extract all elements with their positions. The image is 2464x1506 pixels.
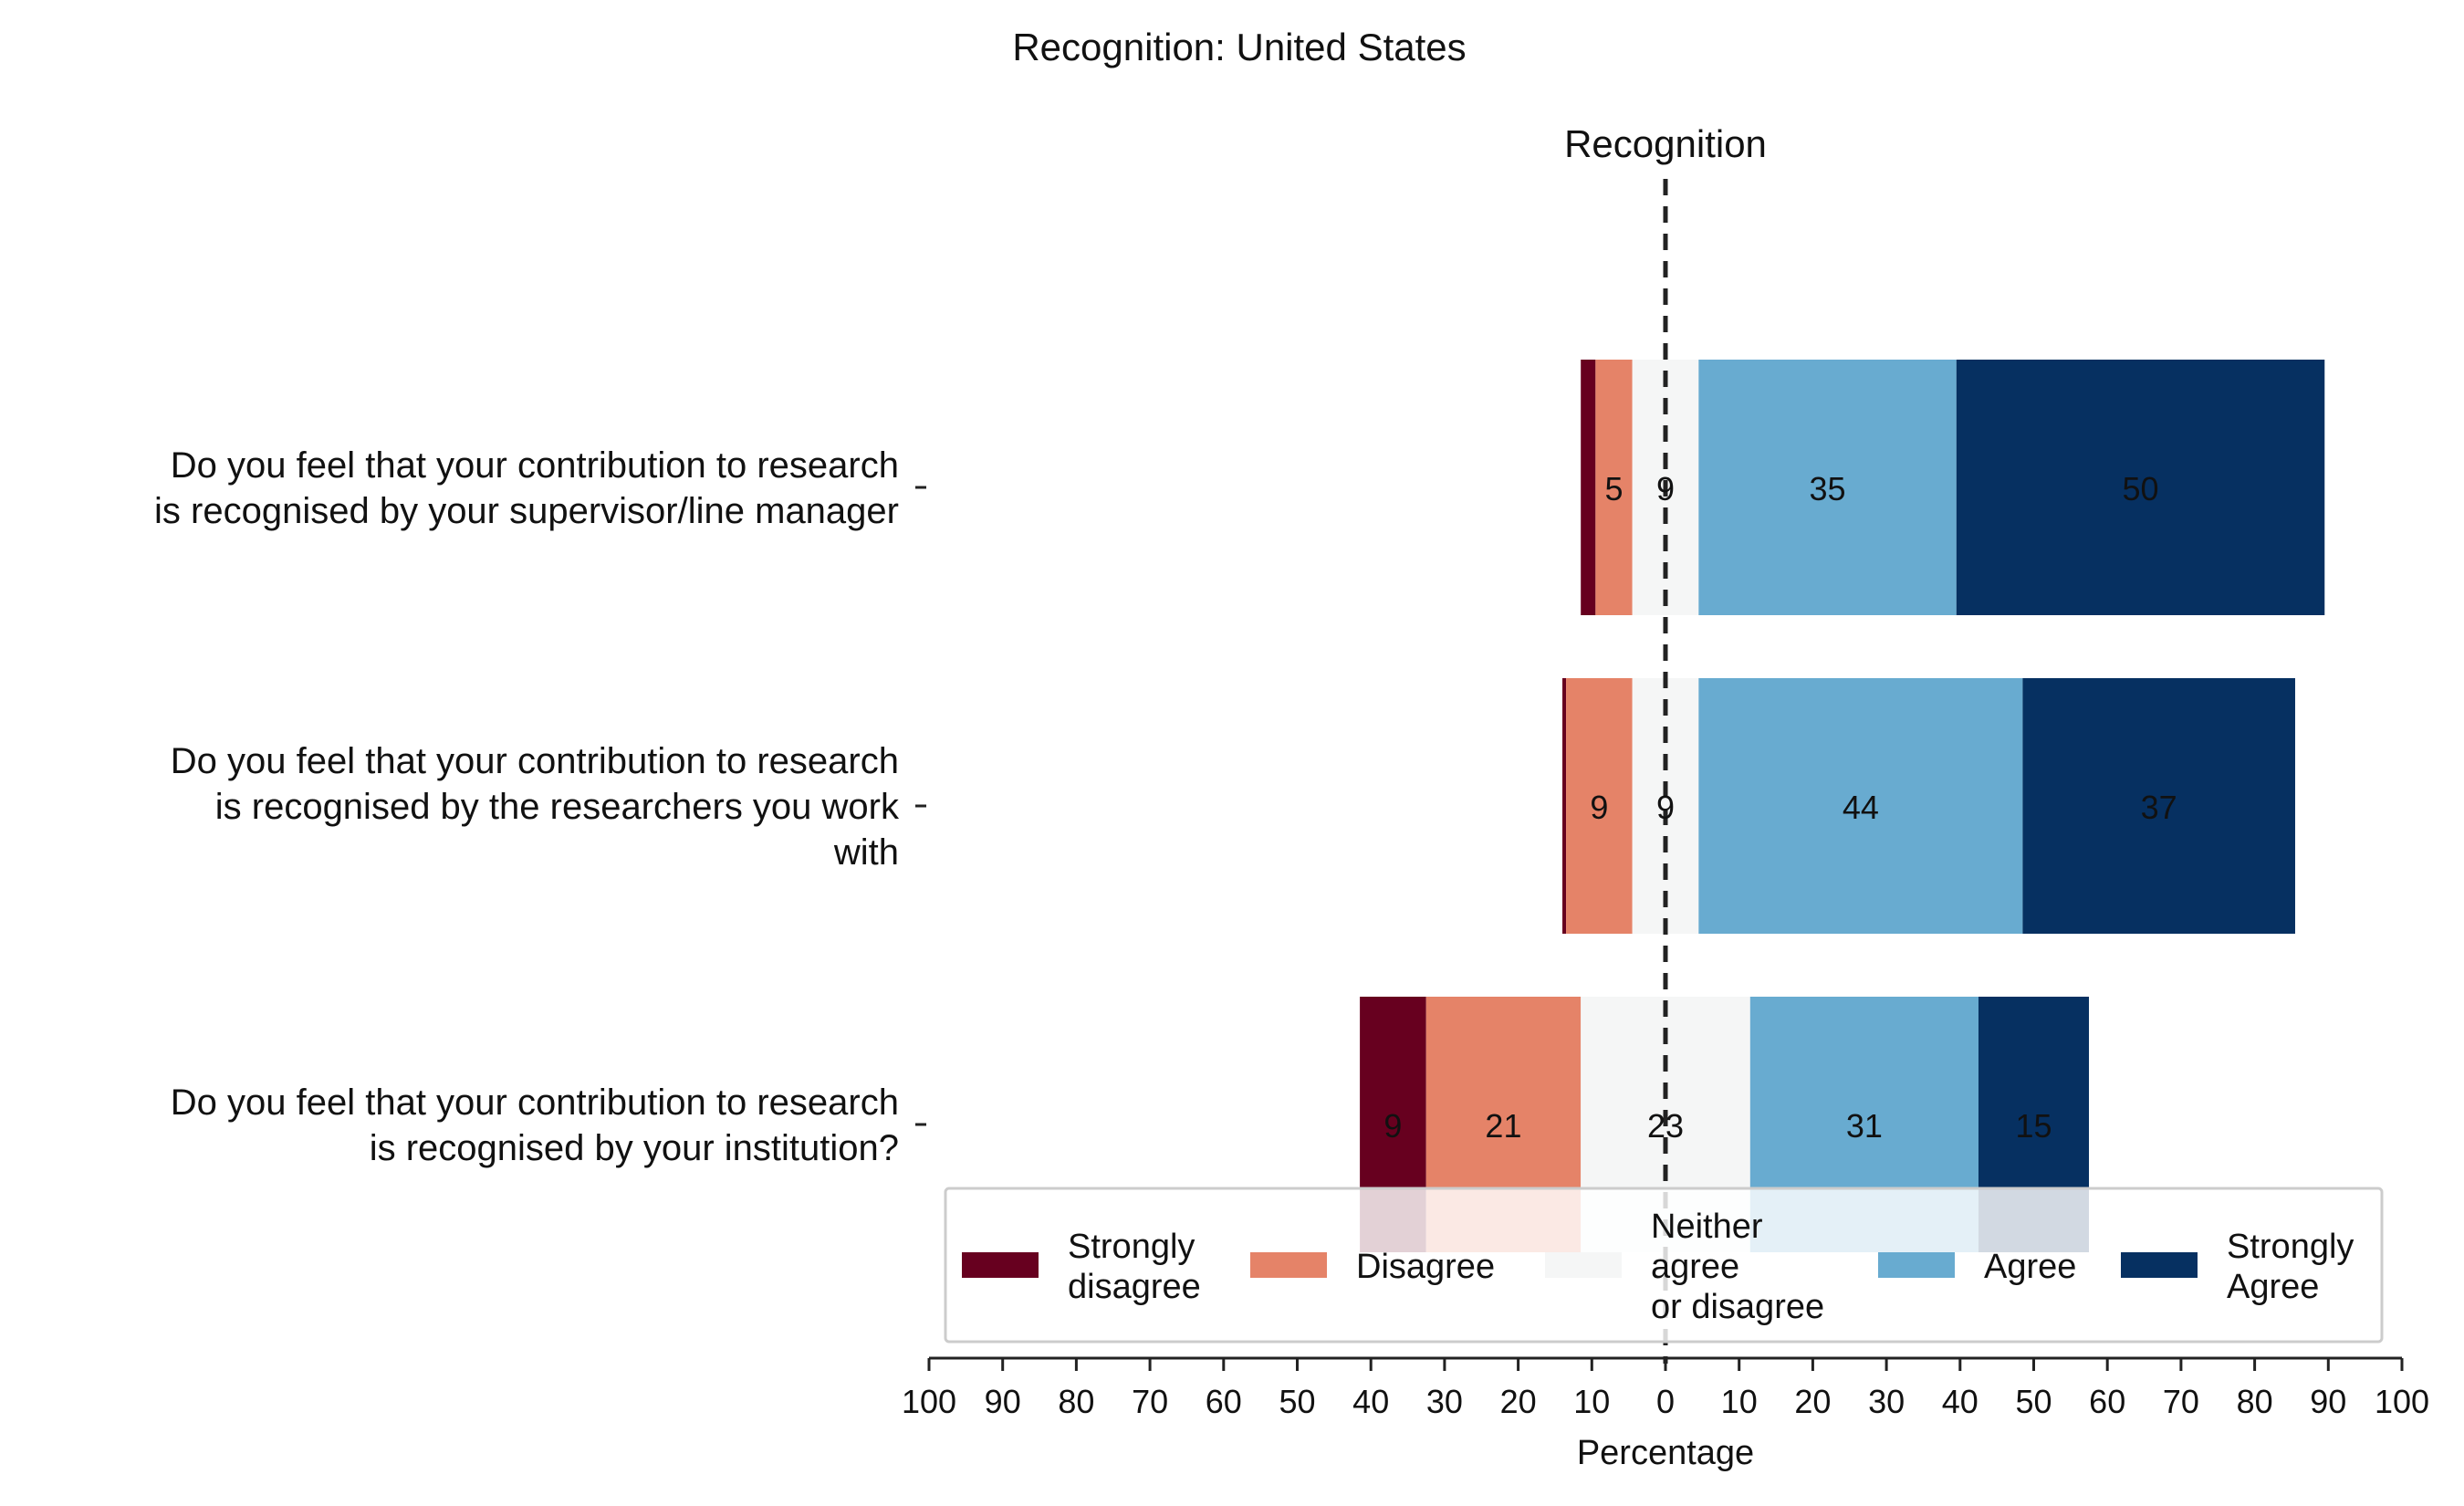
legend-label: or disagree: [1651, 1288, 1824, 1326]
category-labels: Do you feel that your contribution to re…: [154, 445, 926, 1168]
legend-swatch: [1878, 1252, 1955, 1278]
legend-label: Strongly: [1068, 1228, 1195, 1266]
x-tick-label: 40: [1942, 1383, 1979, 1420]
legend-label: agree: [1651, 1248, 1739, 1286]
legend-swatch: [1250, 1252, 1327, 1278]
x-tick-label: 70: [2163, 1383, 2199, 1420]
chart-title: Recognition: United States: [1012, 26, 1466, 68]
category-label: with: [833, 832, 899, 873]
legend-label: Agree: [1984, 1248, 2076, 1286]
bar-segment: [2022, 678, 2295, 934]
bar-value-label: 21: [1485, 1107, 1521, 1145]
bar-value-label: 31: [1846, 1107, 1883, 1145]
x-axis: 100 90 80 70 60 50 40 30 20 10 0 10 20 30 40 50 60 70 80 90…: [902, 1356, 2429, 1420]
legend-label: Strongly: [2227, 1228, 2354, 1266]
x-tick-label: 60: [1206, 1383, 1242, 1420]
legend-swatch: [1545, 1252, 1622, 1278]
x-tick-label: 30: [1426, 1383, 1463, 1420]
bar-value-labels: 5 9 35 509 9 44 379 21 23 31 15: [1383, 470, 2177, 1145]
chart-subtitle: Recognition: [1564, 122, 1767, 165]
category-label: Do you feel that your contribution to re…: [171, 741, 899, 781]
bar-value-label: 15: [2015, 1107, 2052, 1145]
x-tick-label: 40: [1352, 1383, 1389, 1420]
bar-segment: [1566, 678, 1633, 934]
x-tick-label: 0: [1656, 1383, 1675, 1420]
legend-swatch: [2121, 1252, 2198, 1278]
category-label: is recognised by your institution?: [370, 1128, 899, 1168]
bar-value-label: 44: [1843, 789, 1879, 826]
x-tick-label: 80: [1058, 1383, 1094, 1420]
bar-value-label: 9: [1656, 789, 1675, 826]
bar-value-label: 35: [1810, 470, 1846, 507]
category-label: Do you feel that your contribution to re…: [171, 445, 899, 486]
legend-label: disagree: [1068, 1268, 1201, 1306]
legend-label: Neither: [1651, 1208, 1763, 1246]
x-tick-label: 100: [902, 1383, 956, 1420]
category-label: Do you feel that your contribution to re…: [171, 1082, 899, 1123]
bar-value-label: 23: [1647, 1107, 1684, 1145]
bar-value-label: 5: [1604, 470, 1623, 507]
legend-label: Agree: [2227, 1268, 2319, 1306]
x-tick-label: 70: [1132, 1383, 1168, 1420]
bar-segment: [1698, 678, 2023, 934]
x-tick-label: 90: [2310, 1383, 2346, 1420]
x-tick-label: 80: [2237, 1383, 2273, 1420]
bar-segment: [1595, 360, 1633, 615]
bar-segment: [1956, 360, 2325, 615]
bar-value-label: 9: [1590, 789, 1608, 826]
category-label: is recognised by your supervisor/line ma…: [154, 491, 899, 531]
legend-box: [944, 1187, 2384, 1344]
x-tick-label: 30: [1868, 1383, 1905, 1420]
x-tick-label: 90: [985, 1383, 1021, 1420]
bar-value-label: 37: [2141, 789, 2177, 826]
bar-segment: [1698, 360, 1957, 615]
bar-value-label: 9: [1656, 470, 1675, 507]
x-tick-label: 50: [2015, 1383, 2052, 1420]
x-tick-label: 60: [2089, 1383, 2125, 1420]
bar-value-label: 50: [2122, 470, 2158, 507]
x-tick-label: 100: [2375, 1383, 2429, 1420]
x-tick-label: 20: [1500, 1383, 1537, 1420]
x-tick-label: 50: [1279, 1383, 1315, 1420]
bar-segment: [1581, 360, 1596, 615]
bar-segment: [1562, 678, 1567, 934]
x-tick-label: 10: [1573, 1383, 1610, 1420]
x-tick-label: 10: [1721, 1383, 1758, 1420]
legend-label: Disagree: [1356, 1248, 1495, 1286]
legend-swatch: [962, 1252, 1039, 1278]
x-axis-label: Percentage: [1577, 1434, 1754, 1472]
category-label: is recognised by the researchers you wor…: [215, 787, 900, 827]
x-tick-label: 20: [1794, 1383, 1831, 1420]
bar-value-label: 9: [1383, 1107, 1402, 1145]
